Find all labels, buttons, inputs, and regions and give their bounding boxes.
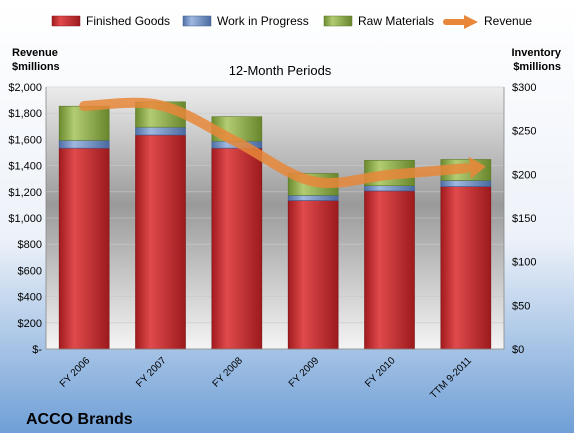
legend-arrow-revenue <box>464 15 478 29</box>
company-name: ACCO Brands <box>26 411 133 428</box>
legend: Finished Goods Work in Progress Raw Mate… <box>51 14 532 29</box>
bar-work-in-progress-fy-2010 <box>364 185 415 192</box>
left-tick-label: $400 <box>18 292 42 304</box>
bar-finished-goods-fy-2010 <box>364 190 415 350</box>
legend-item-revenue: Revenue <box>443 14 532 29</box>
legend-item-raw-materials: Raw Materials <box>323 14 434 28</box>
legend-swatch-raw-materials <box>323 15 353 27</box>
left-tick-label: $2,000 <box>8 82 42 94</box>
right-tick-label: $150 <box>512 213 536 225</box>
left-tick-label: $800 <box>18 239 42 251</box>
bar-work-in-progress-fy-2007 <box>135 126 186 136</box>
legend-label-revenue: Revenue <box>484 14 532 28</box>
left-tick-label: $600 <box>18 265 42 277</box>
legend-item-finished-goods: Finished Goods <box>51 14 170 28</box>
bar-finished-goods-fy-2008 <box>211 147 263 350</box>
left-tick-label: $200 <box>18 318 42 330</box>
right-axis-label-line1: Inventory <box>511 47 561 59</box>
bars <box>58 101 492 350</box>
left-tick-label: $1,200 <box>8 187 42 199</box>
left-axis-label-line1: Revenue <box>12 47 58 59</box>
right-axis-label-line2: $millions <box>513 61 561 73</box>
left-tick-label: $1,000 <box>8 213 42 225</box>
bar-finished-goods-fy-2007 <box>135 134 186 350</box>
left-tick-label: $1,800 <box>8 108 42 120</box>
left-tick-label: $1,400 <box>8 161 42 173</box>
legend-label-raw-materials: Raw Materials <box>358 14 434 28</box>
bar-finished-goods-fy-2009 <box>287 200 339 350</box>
right-tick-label: $300 <box>512 82 536 94</box>
bar-raw-materials-fy-2006 <box>58 105 110 141</box>
bar-finished-goods-fy-2006 <box>58 147 110 350</box>
legend-label-finished-goods: Finished Goods <box>86 14 170 28</box>
legend-item-work-in-progress: Work in Progress <box>182 14 309 28</box>
revenue-line-layer <box>79 97 486 188</box>
left-tick-label: $- <box>32 344 42 356</box>
revenue-line-arrowhead <box>468 156 486 179</box>
right-tick-label: $100 <box>512 257 536 269</box>
bar-work-in-progress-fy-2009 <box>287 194 339 201</box>
bar-work-in-progress-fy-2006 <box>58 139 110 149</box>
left-axis-label-line2: $millions <box>12 61 60 73</box>
right-tick-label: $50 <box>512 300 530 312</box>
legend-label-work-in-progress: Work in Progress <box>217 14 309 28</box>
legend-swatch-work-in-progress <box>182 15 212 27</box>
right-tick-label: $250 <box>512 126 536 138</box>
bar-work-in-progress-ttm-9-2011 <box>440 180 492 187</box>
right-tick-label: $200 <box>512 169 536 181</box>
legend-swatch-finished-goods <box>51 15 81 27</box>
revenue-line <box>79 97 471 188</box>
chart-subtitle: 12-Month Periods <box>229 63 332 78</box>
bar-finished-goods-ttm-9-2011 <box>440 186 492 350</box>
left-tick-label: $1,600 <box>8 134 42 146</box>
right-tick-label: $0 <box>512 344 524 356</box>
